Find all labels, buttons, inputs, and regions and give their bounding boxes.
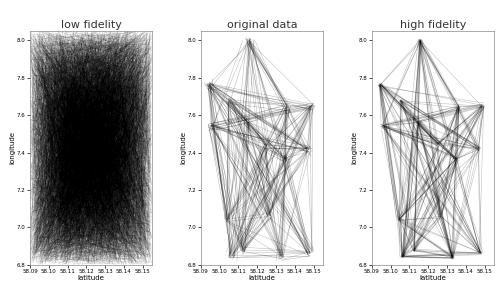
Y-axis label: longitude: longitude [9, 131, 15, 164]
X-axis label: latitude: latitude [420, 275, 447, 282]
X-axis label: latitude: latitude [77, 275, 104, 282]
Title: low fidelity: low fidelity [60, 20, 121, 30]
X-axis label: latitude: latitude [249, 275, 275, 282]
Title: original data: original data [227, 20, 297, 30]
Title: high fidelity: high fidelity [400, 20, 466, 30]
Y-axis label: longitude: longitude [352, 131, 358, 164]
Y-axis label: longitude: longitude [181, 131, 187, 164]
